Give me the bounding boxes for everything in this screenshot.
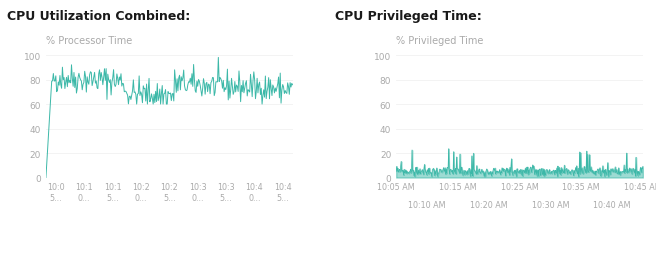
Text: 10:30 AM: 10:30 AM — [531, 200, 569, 209]
Text: 10:20 AM: 10:20 AM — [470, 200, 508, 209]
Text: 10:10 AM: 10:10 AM — [408, 200, 446, 209]
Text: CPU Utilization Combined:: CPU Utilization Combined: — [7, 10, 190, 23]
Text: % Processor Time: % Processor Time — [46, 36, 132, 46]
Text: CPU Privileged Time:: CPU Privileged Time: — [335, 10, 482, 23]
Text: 10:40 AM: 10:40 AM — [593, 200, 631, 209]
Text: % Privileged Time: % Privileged Time — [396, 36, 483, 46]
